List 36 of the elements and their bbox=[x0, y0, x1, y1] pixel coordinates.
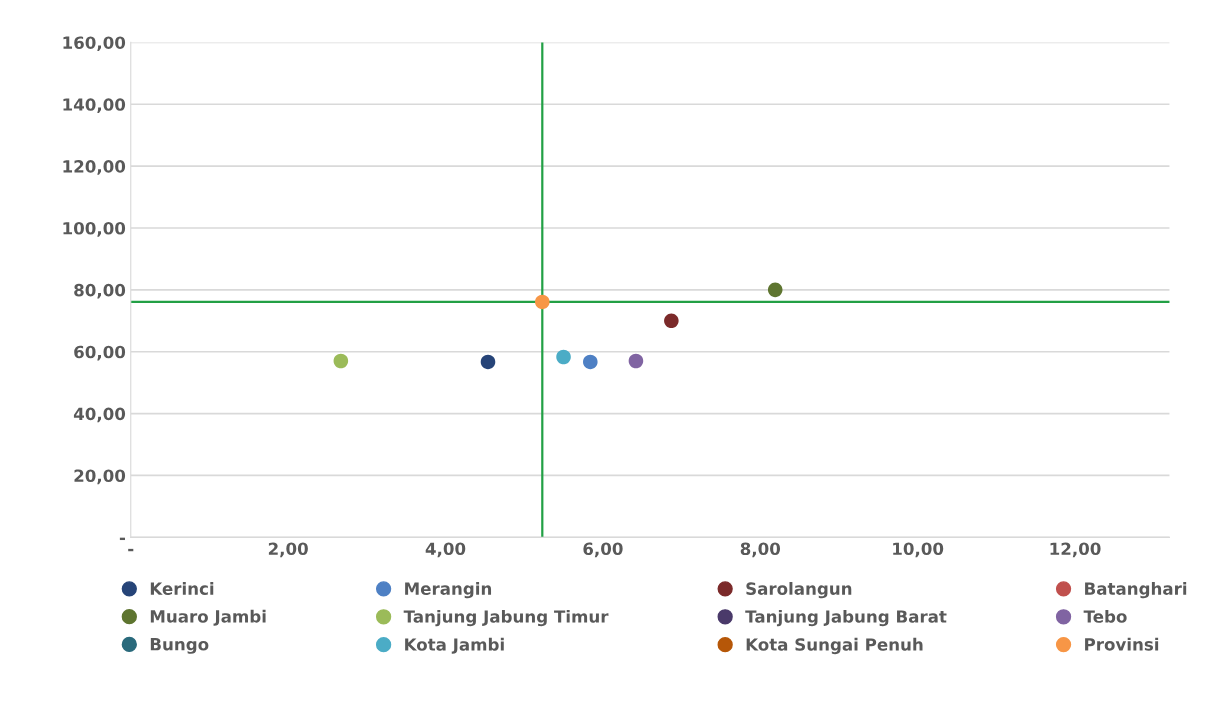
legend-label: Sarolangun bbox=[746, 582, 852, 599]
point bbox=[480, 354, 496, 370]
y-tick-label: 160,00 bbox=[63, 36, 126, 52]
legend-label: Kerinci bbox=[150, 582, 214, 595]
y-tick-label: 120,00 bbox=[63, 160, 126, 175]
legend-label: Muaro Jambi bbox=[150, 609, 266, 626]
legend-label: Tebo bbox=[1083, 609, 1127, 623]
x-tick-label: 12,00 bbox=[1050, 542, 1101, 558]
x-tick-label: 10,00 bbox=[893, 542, 944, 558]
legend-label: Batanghari bbox=[1085, 582, 1187, 599]
y-tick-label: 100,00 bbox=[63, 221, 126, 237]
point bbox=[535, 294, 550, 310]
legend-label: Merangin bbox=[405, 582, 492, 599]
legend-label: Tanjung Jabung Timur bbox=[403, 609, 609, 627]
x-tick-label: 2,00 bbox=[268, 542, 308, 558]
legend-label: Provinsi bbox=[1085, 637, 1159, 651]
point bbox=[583, 354, 598, 370]
y-tick-label: 80,00 bbox=[74, 283, 126, 299]
point bbox=[664, 313, 679, 329]
y-tick-label: 40,00 bbox=[73, 407, 126, 423]
x-tick-label: - bbox=[128, 548, 134, 552]
x-tick-label: 8,00 bbox=[740, 542, 781, 558]
legend-label: Bungo bbox=[150, 638, 209, 654]
point bbox=[628, 353, 644, 369]
legend-label: Kota Jambi bbox=[405, 637, 504, 654]
point bbox=[767, 282, 783, 298]
point bbox=[333, 353, 349, 369]
x-tick-label: 6,00 bbox=[583, 542, 623, 558]
y-tick-label: - bbox=[119, 537, 125, 541]
y-tick-label: 140,00 bbox=[63, 98, 126, 113]
legend-label: Tanjung Jabung Barat bbox=[745, 609, 947, 627]
point bbox=[556, 349, 571, 365]
y-tick-label: 60,00 bbox=[74, 345, 126, 361]
y-tick-label: 20,00 bbox=[74, 469, 126, 485]
legend-label: Kota Sungai Penuh bbox=[746, 637, 923, 655]
x-tick-label: 4,00 bbox=[425, 542, 466, 558]
